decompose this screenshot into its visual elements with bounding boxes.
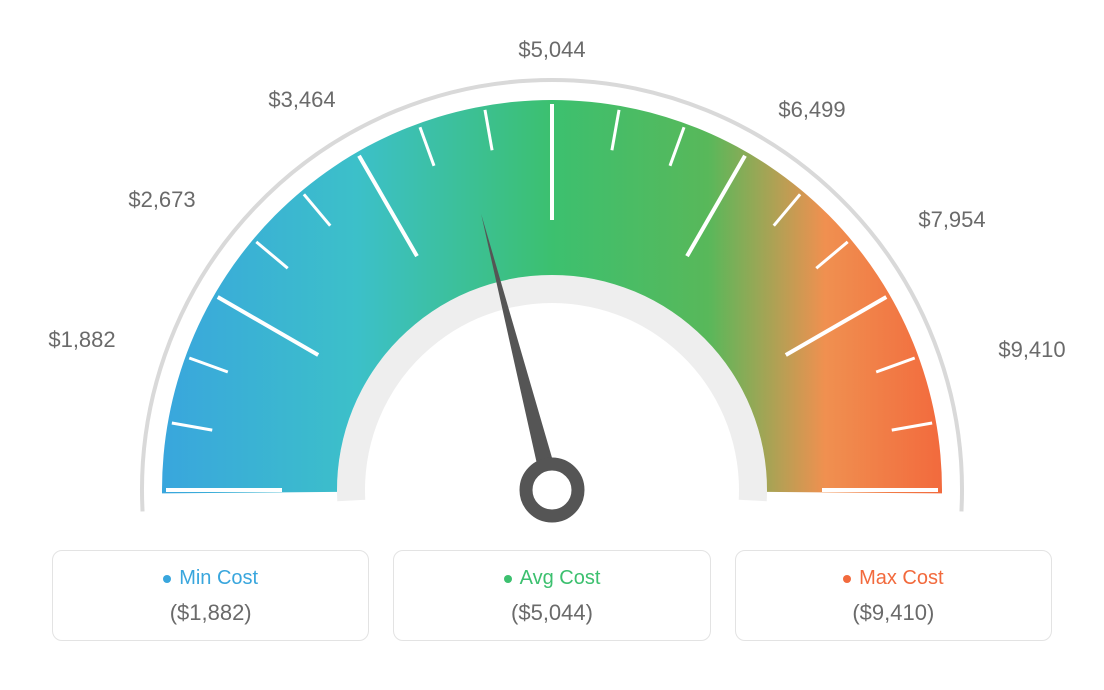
legend-value-avg: ($5,044) (404, 600, 699, 626)
legend-label-min: Min Cost (179, 567, 258, 590)
gauge-tick-label: $3,464 (268, 87, 335, 113)
legend-card-avg: Avg Cost ($5,044) (393, 550, 710, 641)
legend-row: Min Cost ($1,882) Avg Cost ($5,044) Max … (52, 550, 1052, 641)
legend-card-min: Min Cost ($1,882) (52, 550, 369, 641)
legend-card-max: Max Cost ($9,410) (735, 550, 1052, 641)
legend-label-avg: Avg Cost (520, 567, 601, 590)
legend-value-max: ($9,410) (746, 600, 1041, 626)
dot-min (163, 575, 171, 583)
gauge-tick-label: $5,044 (518, 37, 585, 63)
gauge-tick-label: $6,499 (778, 97, 845, 123)
gauge-svg (22, 20, 1082, 540)
legend-value-min: ($1,882) (63, 600, 358, 626)
cost-gauge-chart: $1,882 $2,673 $3,464 $5,044 $6,499 $7,954 $9,4… (22, 20, 1082, 540)
gauge-tick-label: $2,673 (128, 187, 195, 213)
legend-label-max: Max Cost (859, 567, 943, 590)
dot-avg (504, 575, 512, 583)
gauge-tick-label: $1,882 (48, 327, 115, 353)
gauge-tick-label: $9,410 (998, 337, 1065, 363)
gauge-tick-label: $7,954 (918, 207, 985, 233)
dot-max (843, 575, 851, 583)
